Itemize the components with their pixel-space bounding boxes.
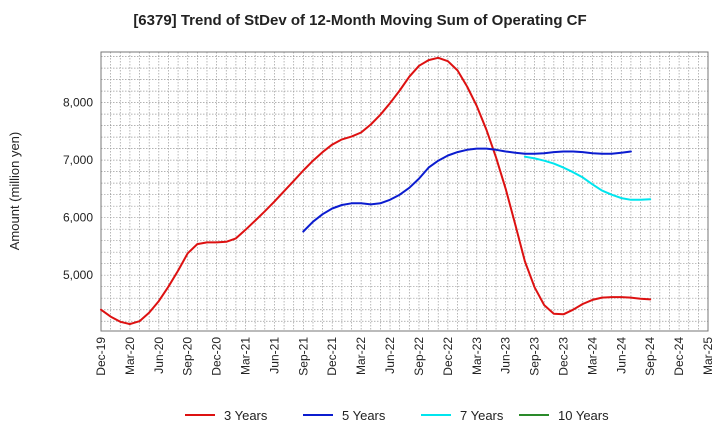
legend-label: 5 Years	[342, 408, 386, 423]
x-tick-labels: Dec-19 Mar-20 Jun-20 Sep-20 Dec-20 Mar-21 Jun-…	[94, 337, 715, 376]
legend-label: 10 Years	[558, 408, 609, 423]
y-tick-labels: 5,000 6,000 7,000 8,000	[63, 96, 93, 283]
x-tick-label: Mar-20	[123, 337, 137, 375]
series-line-5-years	[302, 147, 632, 233]
legend-item: 5 Years	[303, 408, 386, 423]
series-layer	[100, 56, 652, 326]
x-tick-label: Dec-21	[325, 337, 339, 376]
x-tick-label: Dec-20	[210, 337, 224, 376]
y-tick-label: 7,000	[63, 153, 93, 167]
x-tick-label: Dec-19	[94, 337, 108, 376]
x-tick-label: Dec-22	[441, 337, 455, 376]
x-tick-label: Jun-23	[499, 337, 513, 374]
chart-title: [6379] Trend of StDev of 12-Month Moving…	[133, 12, 587, 29]
legend-item: 7 Years	[421, 408, 504, 423]
x-tick-label: Jun-21	[267, 337, 281, 374]
x-tick-label: Dec-24	[672, 337, 686, 376]
x-tick-label: Sep-23	[528, 337, 542, 376]
legend-item: 3 Years	[185, 408, 268, 423]
x-tick-label: Jun-22	[383, 337, 397, 374]
x-tick-label: Sep-21	[296, 337, 310, 376]
x-tick-label: Mar-21	[239, 337, 253, 375]
y-tick-label: 8,000	[63, 96, 93, 110]
x-tick-label: Sep-24	[643, 337, 657, 376]
legend-label: 7 Years	[460, 408, 504, 423]
y-tick-label: 6,000	[63, 211, 93, 225]
x-tick-label: Mar-22	[354, 337, 368, 375]
x-tick-label: Jun-20	[152, 337, 166, 374]
y-tick-label: 5,000	[63, 268, 93, 282]
legend-label: 3 Years	[224, 408, 268, 423]
series-line-3-years	[100, 56, 652, 326]
x-tick-label: Mar-24	[585, 337, 599, 375]
x-tick-label: Jun-24	[614, 337, 628, 374]
legend: 3 Years 5 Years 7 Years 10 Years	[185, 408, 609, 423]
y-axis-title: Amount (million yen)	[7, 132, 22, 251]
plot-frame	[100, 51, 709, 332]
series-line-7-years	[523, 155, 652, 201]
x-tick-label: Sep-20	[181, 337, 195, 376]
x-tick-label: Dec-23	[556, 337, 570, 376]
x-tick-label: Mar-25	[701, 337, 715, 375]
grid-layer	[100, 52, 709, 331]
legend-item: 10 Years	[519, 408, 609, 423]
x-tick-label: Sep-22	[412, 337, 426, 376]
x-tick-label: Mar-23	[470, 337, 484, 375]
